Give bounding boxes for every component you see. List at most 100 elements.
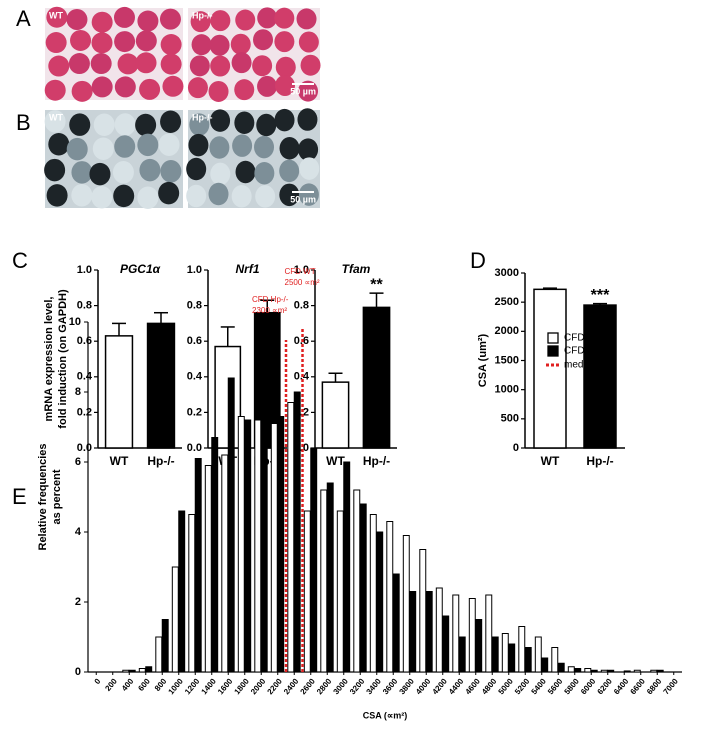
y-tick-label: 500 [501,413,519,425]
muscle-fiber [299,157,320,180]
bar [376,531,384,673]
bar [194,458,202,673]
bar [303,510,311,673]
muscle-fiber [114,135,136,158]
x-tick-label: 4800 [480,676,499,696]
x-tick-label: 0 [93,676,103,686]
y-tick-label: 0 [513,442,519,454]
x-tick-label: 4400 [447,676,466,696]
legend-swatch [547,345,559,357]
muscle-fiber [114,76,136,98]
y-tick-label: 8 [75,386,81,398]
bar [204,465,212,673]
bar [518,626,526,673]
y-tick-label: 2500 [495,296,519,308]
x-tick-label: 1400 [200,676,219,696]
muscle-fiber [162,75,184,97]
y-tick-label: 6 [75,456,81,468]
muscle-fiber [234,111,255,135]
bar [104,335,134,449]
y-tick-label: 0.6 [77,335,92,347]
y-tick-label: 1.0 [187,264,202,276]
x-tick-label: 6000 [579,676,598,696]
muscle-fiber [187,77,208,99]
muscle-fiber [274,31,295,53]
muscle-fiber [160,160,182,183]
legend-label: median [564,360,597,371]
y-tick-label: 4 [75,526,82,538]
bar [541,657,549,673]
muscle-fiber [230,33,251,55]
image-label: WT [49,10,63,20]
muscle-fiber [135,113,157,137]
bar [293,391,301,673]
bar [650,669,658,673]
y-tick-label: 1500 [495,354,519,366]
x-tick-label: 2200 [266,676,285,696]
muscle-fiber [71,80,93,102]
x-tick-label: 2600 [299,676,318,696]
muscle-fiber [279,159,300,183]
x-tick-label: 6400 [612,676,631,696]
x-tick-label: WT [326,454,345,468]
muscle-fiber [48,132,70,156]
muscle-fiber [256,113,277,137]
scale-label: 50 µm [290,86,316,96]
bar [600,669,608,673]
muscle-fiber [257,75,278,97]
x-tick-label: 1800 [233,676,252,696]
bar [211,437,219,673]
x-tick-label: Hp-/- [147,454,174,468]
x-tick-label: 5400 [530,676,549,696]
x-tick-label: 3400 [365,676,384,696]
muscle-fiber [91,32,113,54]
muscle-fiber [186,184,207,208]
bar [533,288,567,449]
muscle-fiber [135,30,157,52]
bar [161,619,169,673]
muscle-fiber [274,108,295,132]
x-tick-label: 5200 [513,676,532,696]
muscle-fiber [44,158,66,182]
muscle-fiber [158,133,180,156]
x-tick-label: 2000 [249,676,268,696]
panel-label: D [470,248,486,273]
muscle-fiber [210,10,231,32]
muscle-fiber [139,78,161,100]
bar [524,647,532,673]
bar [435,587,443,673]
bar [214,345,242,449]
muscle-fiber [90,53,112,75]
x-tick-label: 5800 [563,676,582,696]
bar [656,669,664,673]
bar [557,662,565,673]
legend-label: CFD Hp-/- [564,346,610,357]
y-tick-label: 2000 [495,325,519,337]
y-axis-label: fold induction (on GAPDH) [57,289,69,429]
median-name: CFD WT [285,267,316,276]
x-tick-label: WT [541,454,560,468]
significance: ** [370,276,383,293]
muscle-fiber [191,34,212,56]
muscle-fiber [44,110,66,133]
y-tick-label: 0.4 [187,371,203,383]
muscle-fiber [91,76,113,98]
bar [369,514,377,673]
bar [155,636,163,673]
bar [485,594,493,673]
x-tick-label: 3800 [398,676,417,696]
muscle-fiber [92,137,114,160]
bar [260,398,268,673]
muscle-fiber [252,55,273,77]
muscle-fiber [48,55,70,77]
muscle-fiber [71,161,93,184]
y-tick-label: 0.6 [187,335,202,347]
muscle-fiber [44,79,66,101]
muscle-fiber [113,184,135,208]
x-tick-label: 4600 [464,676,483,696]
bar [321,381,350,449]
muscle-fiber [114,113,136,136]
muscle-fiber [69,113,91,136]
muscle-fiber [66,137,88,161]
muscle-fiber [298,138,319,161]
